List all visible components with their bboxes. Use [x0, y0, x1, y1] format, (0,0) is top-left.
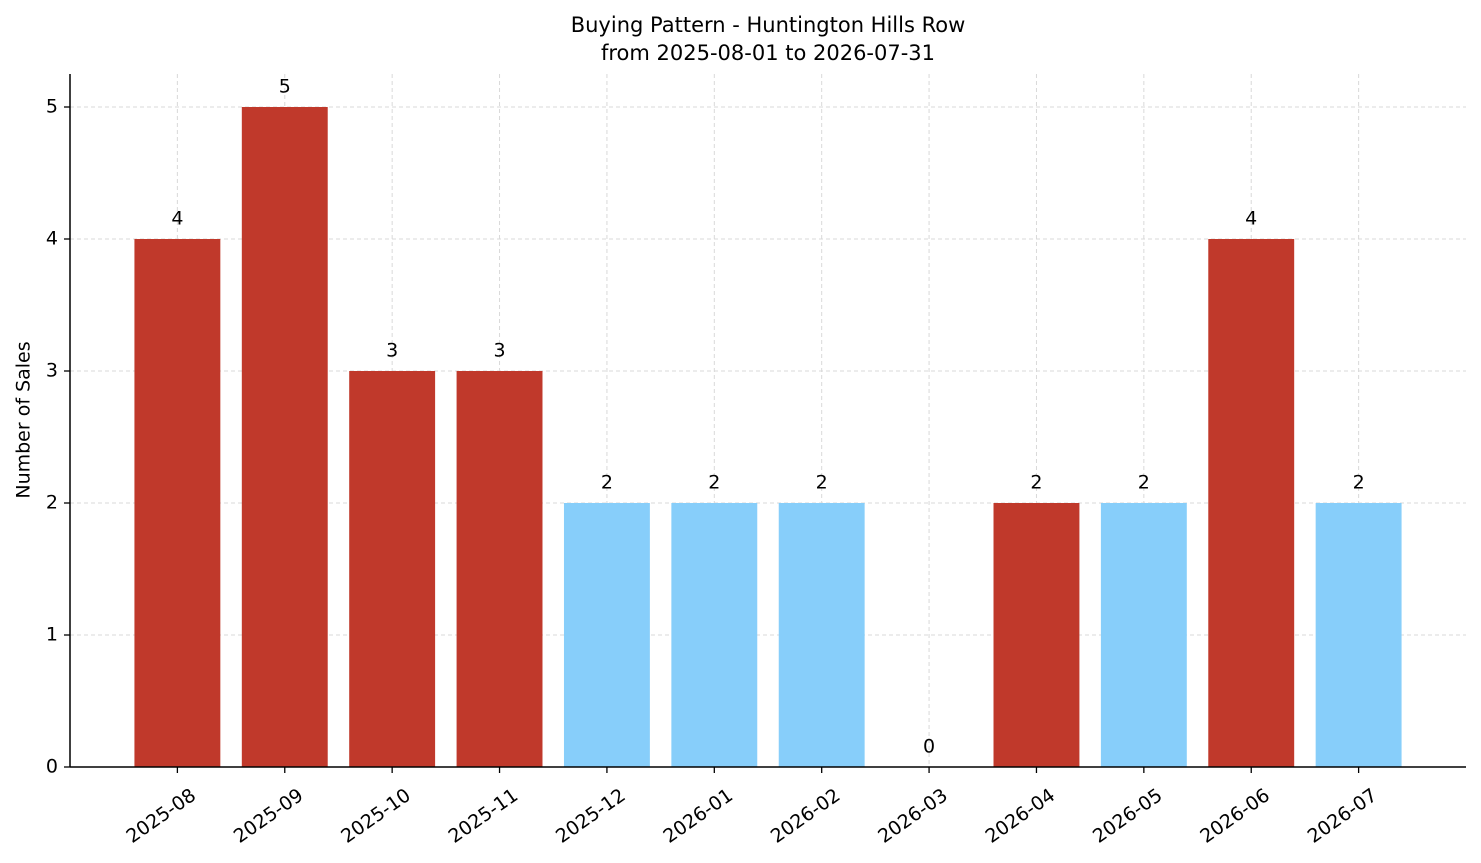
x-tick-label: 2026-04	[981, 784, 1059, 848]
x-tick-label: 2025-12	[552, 784, 630, 848]
x-tick-label: 2025-09	[230, 784, 308, 848]
x-tick-label: 2025-10	[337, 784, 415, 848]
bar	[563, 503, 650, 767]
x-tick-label: 2025-08	[122, 784, 200, 848]
y-tick-label: 2	[46, 492, 58, 514]
y-tick-label: 1	[46, 624, 58, 646]
data-label: 2	[1353, 472, 1365, 494]
x-tick-label: 2026-01	[659, 784, 737, 848]
x-tick-label: 2026-02	[767, 784, 845, 848]
bar	[1208, 239, 1295, 767]
chart-title: Buying Pattern - Huntington Hills Row	[571, 13, 966, 37]
bar	[778, 503, 865, 767]
bar	[1315, 503, 1402, 767]
data-label: 3	[493, 340, 505, 362]
y-axis-label: Number of Sales	[13, 341, 35, 498]
bar	[456, 371, 543, 767]
data-label: 2	[816, 472, 828, 494]
x-tick-label: 2026-07	[1304, 784, 1382, 848]
bar	[241, 107, 328, 767]
bar	[993, 503, 1080, 767]
x-tick-label: 2026-03	[874, 784, 952, 848]
data-label: 2	[1138, 472, 1150, 494]
y-tick-label: 4	[46, 228, 58, 250]
data-label: 3	[386, 340, 398, 362]
x-tick-label: 2026-05	[1089, 784, 1167, 848]
y-tick-label: 0	[46, 756, 58, 778]
bar	[671, 503, 758, 767]
x-tick-label: 2025-11	[445, 784, 523, 848]
chart-subtitle: from 2025-08-01 to 2026-07-31	[601, 41, 935, 65]
y-tick-label: 5	[46, 96, 58, 118]
x-tick-label: 2026-06	[1196, 784, 1274, 848]
y-tick-label: 3	[46, 360, 58, 382]
data-label: 4	[171, 208, 183, 230]
data-label: 5	[279, 76, 291, 98]
data-label: 4	[1245, 208, 1257, 230]
bar	[349, 371, 436, 767]
bar	[134, 239, 221, 767]
data-label: 0	[923, 736, 935, 758]
data-label: 2	[1030, 472, 1042, 494]
data-label: 2	[708, 472, 720, 494]
bar	[1100, 503, 1187, 767]
data-label: 2	[601, 472, 613, 494]
